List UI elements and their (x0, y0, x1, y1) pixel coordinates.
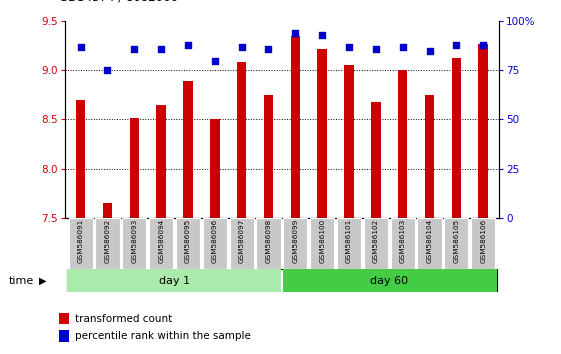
Text: GSM586097: GSM586097 (238, 219, 245, 263)
Text: GSM586104: GSM586104 (426, 219, 433, 263)
Bar (210, 120, 219, 218)
FancyBboxPatch shape (444, 218, 468, 269)
Point (318, 32, 327, 38)
Point (103, 68, 112, 73)
Text: transformed count: transformed count (75, 314, 172, 324)
FancyBboxPatch shape (310, 218, 334, 269)
Text: GSM586096: GSM586096 (212, 219, 218, 263)
Text: GSM586094: GSM586094 (158, 219, 164, 263)
Text: GSM586093: GSM586093 (131, 219, 137, 263)
FancyBboxPatch shape (122, 218, 146, 269)
Bar (452, 58, 461, 218)
Point (210, 58, 219, 63)
FancyBboxPatch shape (337, 218, 361, 269)
Text: day 1: day 1 (159, 275, 190, 286)
FancyBboxPatch shape (176, 218, 200, 269)
FancyBboxPatch shape (471, 218, 495, 269)
Text: GSM586105: GSM586105 (453, 219, 459, 263)
FancyBboxPatch shape (256, 218, 280, 269)
FancyBboxPatch shape (283, 218, 307, 269)
Point (76, 44, 85, 50)
Point (264, 46, 273, 52)
Bar (157, 105, 166, 218)
Text: percentile rank within the sample: percentile rank within the sample (75, 331, 251, 341)
Bar (103, 203, 112, 218)
Text: GSM586106: GSM586106 (480, 219, 486, 263)
Bar (344, 65, 353, 218)
FancyBboxPatch shape (229, 218, 254, 269)
Bar (264, 95, 273, 218)
Text: GSM586102: GSM586102 (373, 219, 379, 263)
Bar (291, 36, 300, 218)
FancyBboxPatch shape (283, 269, 496, 292)
Text: GSM586099: GSM586099 (292, 219, 298, 263)
Bar (237, 63, 246, 218)
Point (371, 46, 380, 52)
Point (425, 48, 434, 53)
Text: GSM586091: GSM586091 (77, 219, 84, 263)
Text: time: time (8, 275, 34, 286)
Point (157, 46, 165, 52)
FancyBboxPatch shape (417, 218, 442, 269)
FancyBboxPatch shape (149, 218, 173, 269)
Text: ▶: ▶ (39, 275, 47, 286)
Text: GSM586092: GSM586092 (104, 219, 111, 263)
FancyBboxPatch shape (390, 218, 415, 269)
Bar (318, 49, 327, 218)
Point (344, 44, 353, 50)
Point (237, 44, 246, 50)
Point (398, 44, 407, 50)
Bar (425, 95, 434, 218)
Point (291, 30, 300, 36)
Point (130, 46, 139, 52)
Point (479, 42, 488, 48)
Point (452, 42, 461, 48)
Text: GSM586103: GSM586103 (399, 219, 406, 263)
FancyBboxPatch shape (364, 218, 388, 269)
Bar (76, 100, 85, 218)
FancyBboxPatch shape (68, 218, 93, 269)
Text: GSM586101: GSM586101 (346, 219, 352, 263)
FancyBboxPatch shape (95, 218, 119, 269)
Text: GSM586095: GSM586095 (185, 219, 191, 263)
Text: GSM586100: GSM586100 (319, 219, 325, 263)
FancyBboxPatch shape (67, 269, 280, 292)
Point (183, 42, 192, 48)
Text: GSM586098: GSM586098 (265, 219, 272, 263)
Bar (183, 81, 192, 218)
Bar (371, 102, 380, 218)
Text: day 60: day 60 (370, 275, 408, 286)
FancyBboxPatch shape (203, 218, 227, 269)
Bar (479, 44, 488, 218)
Bar (398, 70, 407, 218)
Text: GDS4374 / 8082066: GDS4374 / 8082066 (59, 0, 178, 4)
Bar (130, 118, 139, 218)
